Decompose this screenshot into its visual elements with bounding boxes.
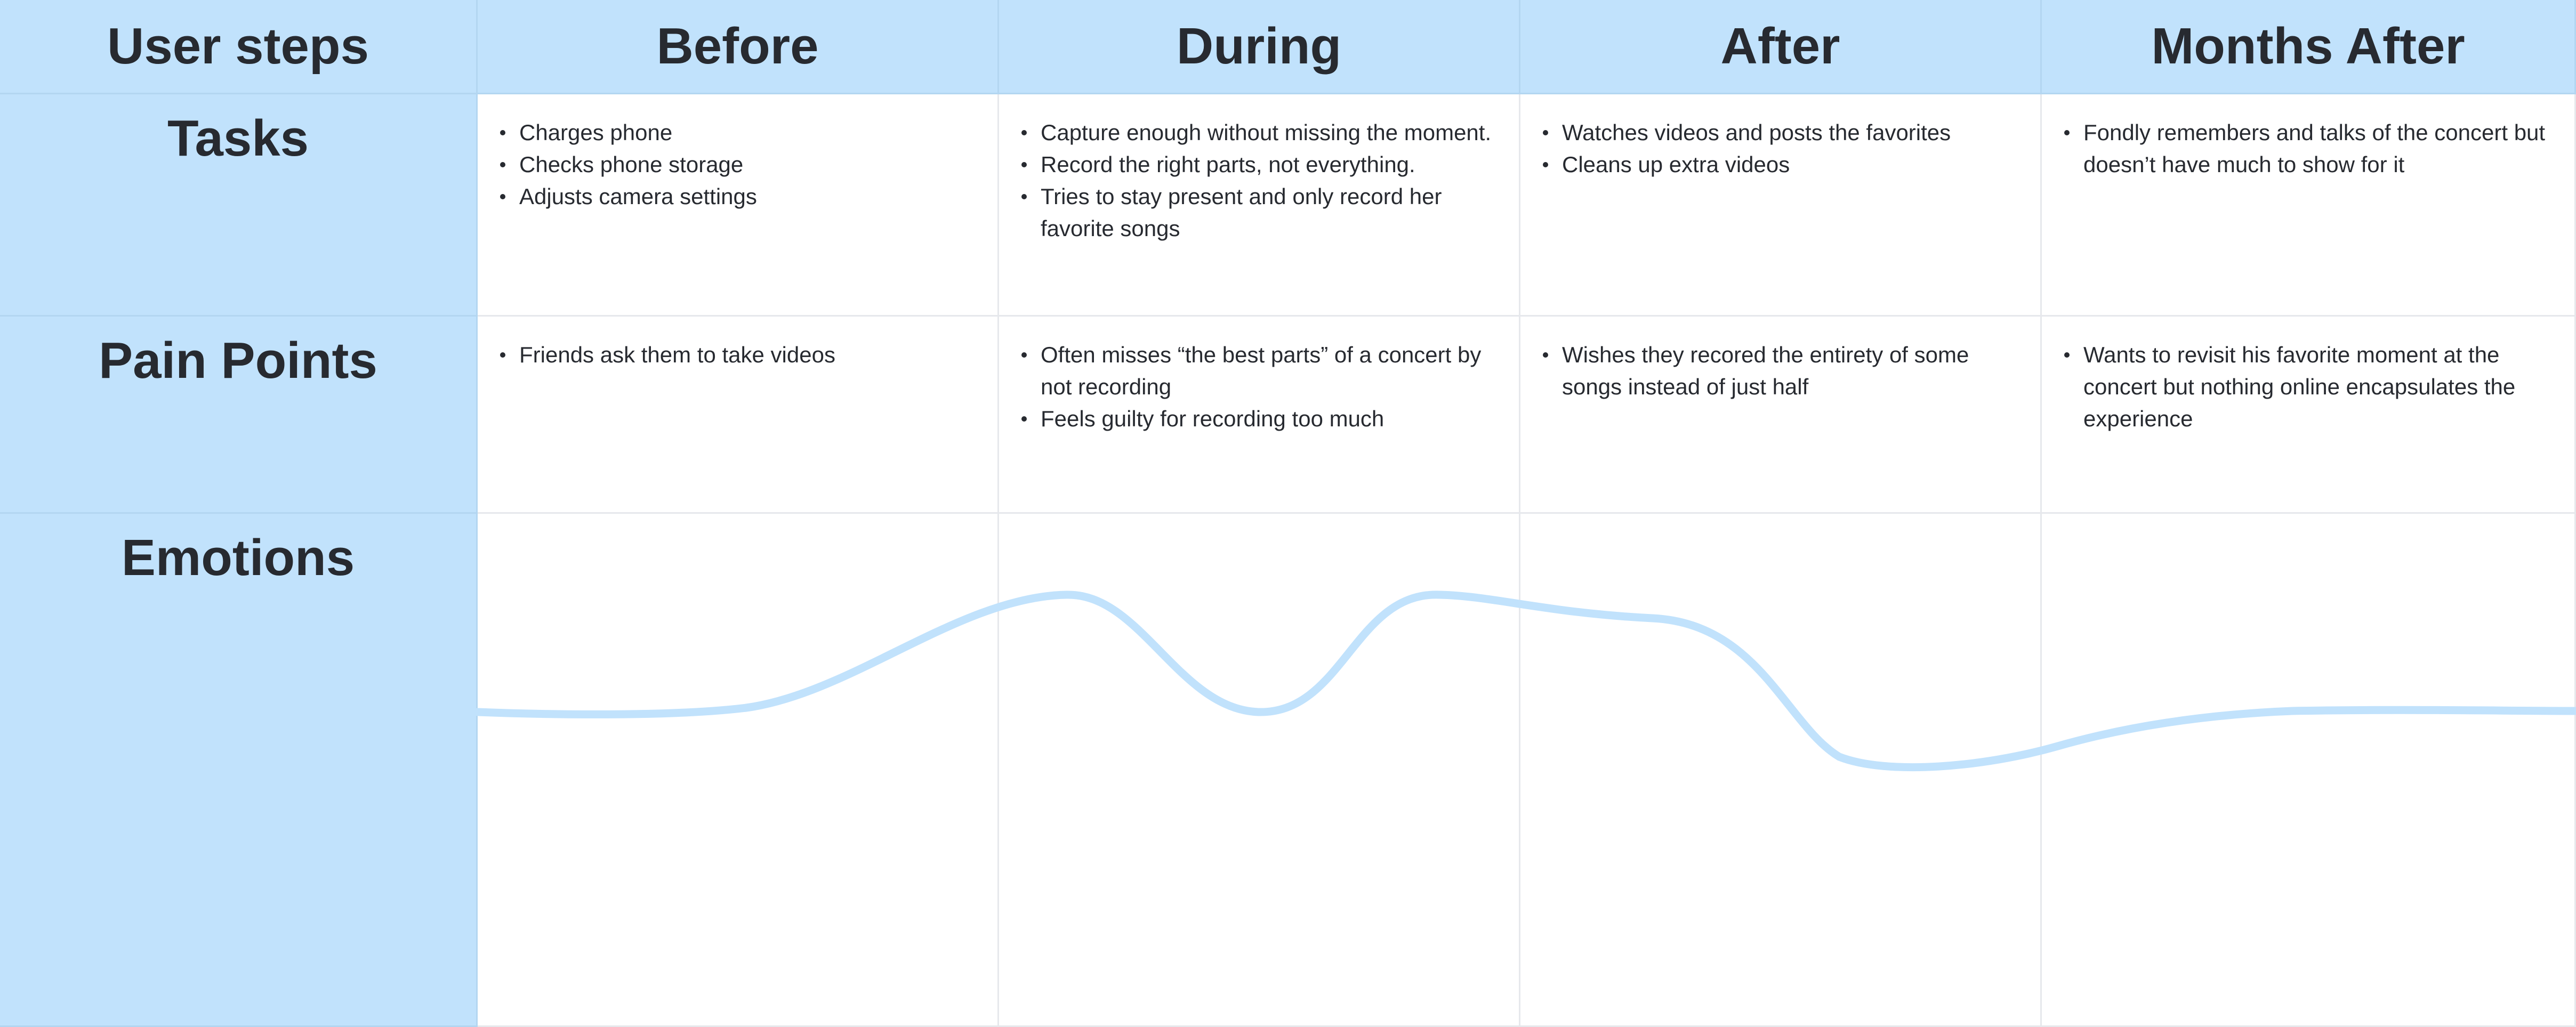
list-item: Cleans up extra videos (1543, 149, 2033, 181)
list-item: Friends ask them to take videos (500, 339, 990, 371)
list-item: Wants to revisit his favorite moment at … (2064, 339, 2567, 435)
list-item: Wishes they recored the entirety of some… (1543, 339, 2033, 403)
emotions-before-cell (478, 514, 999, 1027)
stage-header-during: During (999, 0, 1520, 94)
tasks-during-cell: Capture enough without missing the momen… (999, 94, 1520, 317)
emotions-months-after-cell (2042, 514, 2576, 1027)
stage-header-before: Before (478, 0, 999, 94)
bullet-list: Often misses “the best parts” of a conce… (1021, 339, 1511, 435)
list-item: Record the right parts, not everything. (1021, 149, 1511, 181)
list-item: Fondly remembers and talks of the concer… (2064, 117, 2567, 181)
bullet-list: Capture enough without missing the momen… (1021, 117, 1511, 245)
row-label: Tasks (167, 110, 309, 167)
list-item: Feels guilty for recording too much (1021, 403, 1511, 435)
row-header-tasks: Tasks (0, 94, 478, 317)
bullet-list: Watches videos and posts the favorites C… (1543, 117, 2033, 181)
emotions-during-cell (999, 514, 1520, 1027)
row-header-emotions: Emotions (0, 514, 478, 1027)
list-item: Capture enough without missing the momen… (1021, 117, 1511, 149)
tasks-after-cell: Watches videos and posts the favorites C… (1520, 94, 2042, 317)
stage-label: During (1176, 18, 1342, 75)
stage-header-months-after: Months After (2042, 0, 2576, 94)
emotions-after-cell (1520, 514, 2042, 1027)
tasks-months-after-cell: Fondly remembers and talks of the concer… (2042, 94, 2576, 317)
bullet-list: Wants to revisit his favorite moment at … (2064, 339, 2567, 435)
pain-before-cell: Friends ask them to take videos (478, 317, 999, 514)
stage-header-after: After (1520, 0, 2042, 94)
bullet-list: Friends ask them to take videos (500, 339, 990, 371)
stage-label: Months After (2151, 18, 2465, 75)
row-header-pain-points: Pain Points (0, 317, 478, 514)
list-item: Checks phone storage (500, 149, 990, 181)
pain-after-cell: Wishes they recored the entirety of some… (1520, 317, 2042, 514)
list-item: Watches videos and posts the favorites (1543, 117, 2033, 149)
header-corner-cell: User steps (0, 0, 478, 94)
header-corner-label: User steps (107, 18, 369, 75)
list-item: Adjusts camera settings (500, 181, 990, 213)
list-item: Charges phone (500, 117, 990, 149)
pain-months-after-cell: Wants to revisit his favorite moment at … (2042, 317, 2576, 514)
pain-during-cell: Often misses “the best parts” of a conce… (999, 317, 1520, 514)
list-item: Often misses “the best parts” of a conce… (1021, 339, 1511, 403)
row-label: Emotions (121, 529, 355, 586)
stage-label: After (1720, 18, 1840, 75)
tasks-before-cell: Charges phone Checks phone storage Adjus… (478, 94, 999, 317)
bullet-list: Fondly remembers and talks of the concer… (2064, 117, 2567, 181)
bullet-list: Charges phone Checks phone storage Adjus… (500, 117, 990, 213)
list-item: Tries to stay present and only record he… (1021, 181, 1511, 245)
bullet-list: Wishes they recored the entirety of some… (1543, 339, 2033, 403)
row-label: Pain Points (99, 332, 377, 389)
stage-label: Before (656, 18, 819, 75)
